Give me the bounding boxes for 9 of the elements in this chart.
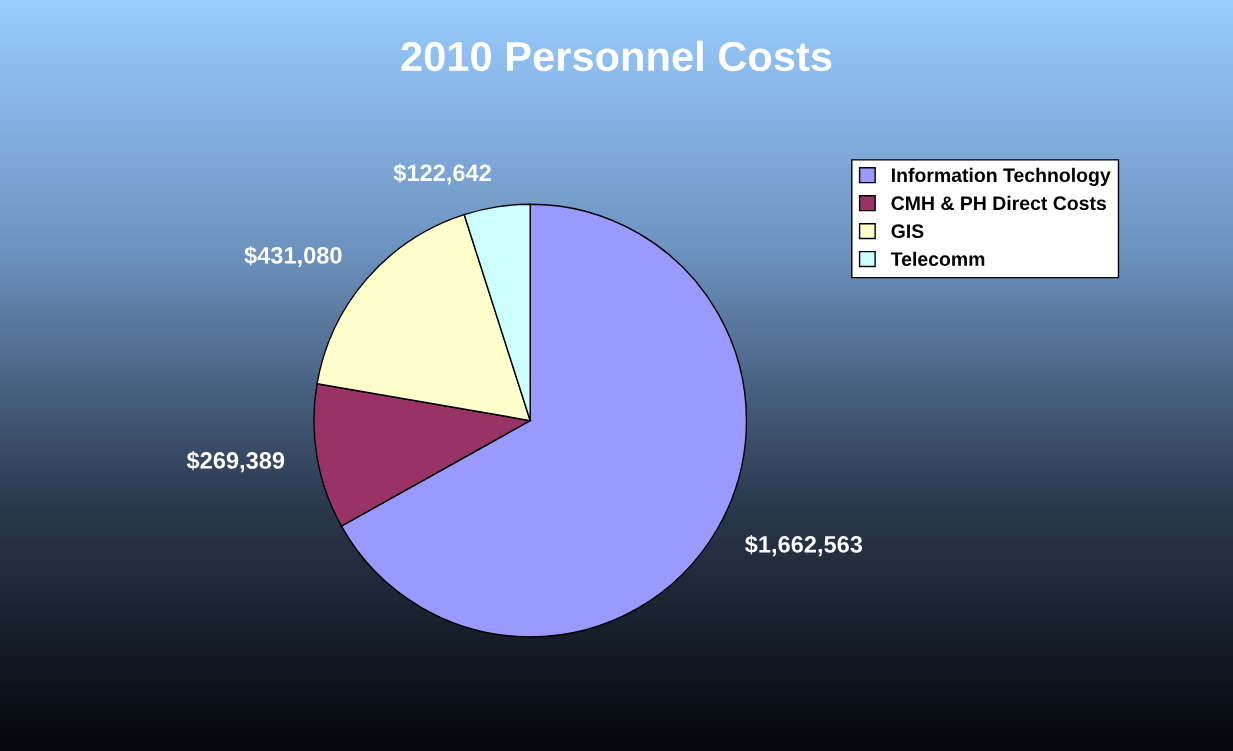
chart-title: 2010 Personnel Costs	[401, 40, 832, 72]
legend-label: GIS	[891, 224, 924, 239]
data-label: $269,389	[186, 451, 285, 473]
data-label: $122,642	[393, 163, 491, 185]
legend-label: CMH & PH Direct Costs	[891, 195, 1106, 211]
data-label: $1,662,563	[745, 534, 863, 557]
legend-label: Telecomm	[890, 251, 985, 267]
legend-label: Information Technology	[892, 167, 1111, 187]
data-label: $431,080	[244, 245, 342, 268]
